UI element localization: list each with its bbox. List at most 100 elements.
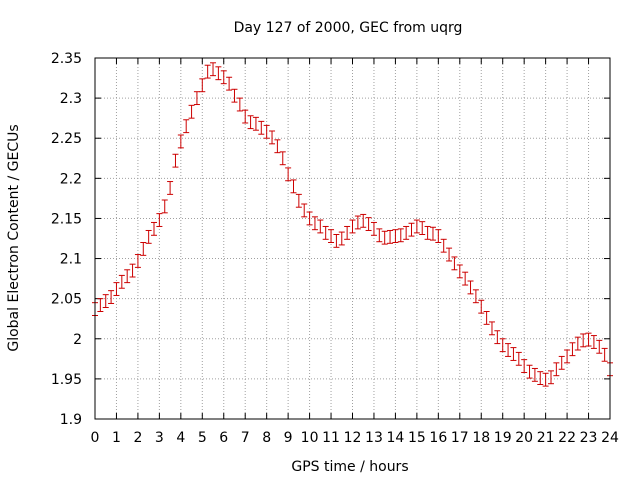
x-tick-label: 6 (219, 430, 228, 446)
x-tick-label: 20 (515, 430, 533, 446)
x-tick-label: 5 (198, 430, 207, 446)
data-point (526, 364, 533, 379)
y-tick-label: 2.1 (60, 252, 82, 268)
data-point (521, 359, 528, 373)
data-point (542, 372, 549, 387)
data-point (601, 347, 608, 362)
x-tick-label: 24 (601, 430, 619, 446)
x-tick-label: 10 (301, 430, 319, 446)
y-tick-label: 2.25 (51, 131, 82, 147)
data-point (344, 225, 351, 240)
data-point (247, 115, 254, 130)
x-tick-label: 2 (133, 430, 142, 446)
data-point (451, 256, 458, 271)
data-point (505, 343, 512, 357)
data-point (102, 294, 109, 308)
data-point (306, 211, 313, 226)
data-point (515, 351, 522, 366)
data-point (354, 215, 361, 230)
data-point (510, 347, 517, 361)
data-point (472, 289, 479, 304)
y-tick-label: 2.3 (60, 91, 82, 107)
x-tick-label: 21 (537, 430, 555, 446)
data-point (387, 229, 394, 244)
data-point (263, 124, 270, 139)
x-tick-label: 23 (580, 430, 598, 446)
data-point (424, 225, 431, 240)
data-point (553, 362, 560, 377)
data-point (242, 109, 249, 124)
data-point (145, 229, 152, 244)
x-tick-label: 0 (91, 430, 100, 446)
data-point (134, 254, 141, 268)
data-point (360, 213, 367, 228)
plot-frame (94, 57, 611, 420)
series-gec (92, 62, 613, 387)
data-point (274, 139, 281, 154)
data-point (188, 104, 195, 119)
x-tick-label: 15 (408, 430, 426, 446)
data-point (574, 336, 581, 351)
data-point (285, 167, 292, 182)
data-point (97, 298, 104, 313)
data-point (569, 342, 576, 357)
y-tick-label: 1.9 (60, 412, 82, 428)
data-point (113, 282, 120, 296)
data-point (467, 280, 474, 295)
data-point (215, 66, 222, 81)
x-tick-label: 9 (284, 430, 293, 446)
data-point (167, 181, 174, 195)
data-point (258, 120, 265, 135)
data-point (338, 231, 345, 246)
data-point (252, 116, 259, 131)
data-point (193, 91, 200, 106)
data-point (370, 221, 377, 236)
y-tick-label: 2.2 (60, 171, 82, 187)
data-point (440, 238, 447, 253)
y-tick-label: 2.35 (51, 51, 82, 67)
data-point (376, 228, 383, 243)
data-point (397, 228, 404, 243)
data-point (381, 230, 388, 245)
x-tick-label: 12 (344, 430, 362, 446)
data-point (446, 247, 453, 262)
grid (95, 58, 610, 419)
data-point (290, 179, 297, 194)
data-point (124, 269, 131, 284)
data-point (156, 213, 163, 227)
data-point (494, 330, 501, 345)
data-point (328, 229, 335, 244)
data-point (580, 333, 587, 348)
data-point (295, 193, 302, 208)
data-point (151, 221, 158, 236)
data-point (419, 221, 426, 235)
data-point (108, 290, 115, 304)
y-tick-label: 2.05 (51, 292, 82, 308)
data-point (322, 225, 329, 240)
ticks: 0 1 2 3 4 5 6 7 8 9 10 11 12 13 14 15 16 17 18 19 20 21 22 23 24… (51, 51, 619, 446)
y-tick-label: 2 (73, 332, 82, 348)
chart-title: Day 127 of 2000, GEC from uqrg (234, 20, 463, 36)
x-tick-label: 18 (472, 430, 490, 446)
x-axis-label: GPS time / hours (291, 459, 408, 475)
data-point (220, 70, 227, 85)
data-point (226, 76, 233, 91)
x-tick-label: 1 (112, 430, 121, 446)
data-point (210, 62, 217, 77)
data-point (172, 153, 179, 168)
x-tick-label: 8 (262, 430, 271, 446)
data-point (456, 264, 463, 279)
data-point (413, 219, 420, 234)
data-point (279, 151, 286, 166)
data-point (590, 335, 597, 349)
data-point (596, 339, 603, 354)
data-point (392, 229, 399, 244)
data-point (558, 355, 565, 370)
x-tick-label: 11 (322, 430, 340, 446)
data-point (488, 321, 495, 336)
data-point (531, 367, 538, 382)
x-tick-label: 14 (387, 430, 405, 446)
data-point (140, 242, 147, 256)
data-point (183, 119, 190, 134)
